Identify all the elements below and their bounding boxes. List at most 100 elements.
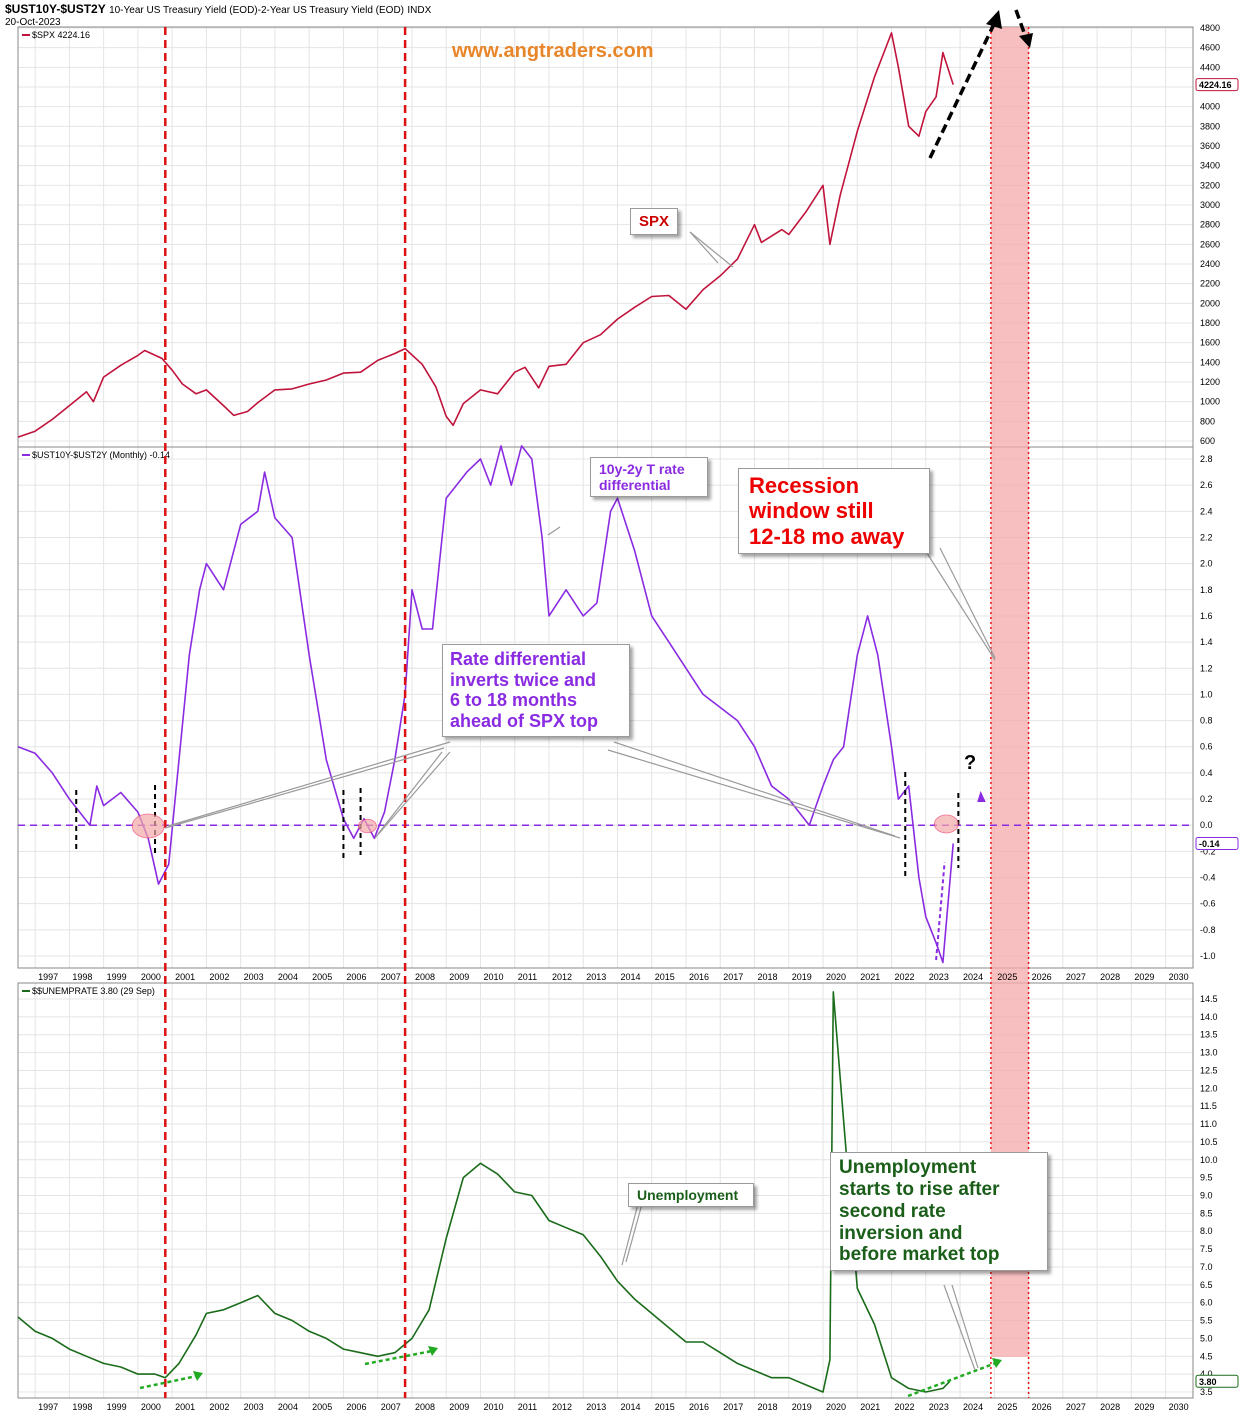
unemployment-note-callout: Unemployment starts to rise after second… xyxy=(830,1152,1048,1272)
y-tick-label: 2.4 xyxy=(1200,506,1213,516)
series-line xyxy=(17,32,954,438)
x-tick-label: 2020 xyxy=(826,1402,846,1412)
spx-projection-up-arrow xyxy=(928,21,997,159)
y-tick-label: 1.0 xyxy=(1200,689,1213,699)
x-tick-label: 2003 xyxy=(244,972,264,982)
y-tick-label: 14.0 xyxy=(1200,1012,1218,1022)
y-tick-label: -0.4 xyxy=(1200,873,1216,883)
y-tick-label: 4800 xyxy=(1200,23,1220,33)
callout-pointer xyxy=(951,1284,979,1369)
x-tick-label: 2027 xyxy=(1066,972,1086,982)
x-tick-label: 2024 xyxy=(963,972,983,982)
x-tick-label: 2013 xyxy=(586,1402,606,1412)
x-tick-label: 2006 xyxy=(346,972,366,982)
y-tick-label: 0.8 xyxy=(1200,716,1213,726)
x-tick-label: 2027 xyxy=(1066,1402,1086,1412)
x-tick-label: 2023 xyxy=(929,1402,949,1412)
y-tick-label: -0.6 xyxy=(1200,899,1216,909)
unemployment-rise-arrow xyxy=(907,1361,997,1398)
panel-legend-text: $UST10Y-$UST2Y (Monthly) -0.14 xyxy=(32,450,170,460)
x-tick-label: 2011 xyxy=(518,972,537,982)
callout-pointer xyxy=(547,526,561,536)
unemployment-callout: Unemployment xyxy=(628,1183,754,1208)
y-tick-label: 7.5 xyxy=(1200,1244,1213,1254)
y-tick-label: 9.0 xyxy=(1200,1191,1213,1201)
y-tick-label: 3000 xyxy=(1200,200,1220,210)
y-tick-label: 8.0 xyxy=(1200,1226,1213,1236)
chart-description: 10-Year US Treasury Yield (EOD)-2-Year U… xyxy=(109,5,404,16)
x-tick-label: 2000 xyxy=(141,1402,161,1412)
x-tick-label: 2026 xyxy=(1032,972,1052,982)
y-tick-label: 4400 xyxy=(1200,62,1220,72)
series-line xyxy=(17,445,954,964)
axis-layer: 600 800 1000 1200 1400 1600 1800 2000 2200 2400 26… xyxy=(22,23,1239,1412)
y-tick-label: 14.5 xyxy=(1200,994,1218,1004)
y-tick-label: 7.0 xyxy=(1200,1262,1213,1272)
question-mark: ? xyxy=(964,752,977,774)
x-tick-label: 2007 xyxy=(381,972,401,982)
y-tick-label: 5.0 xyxy=(1200,1333,1213,1343)
y-tick-label: 1.6 xyxy=(1200,611,1213,621)
x-tick-label: 2003 xyxy=(244,1402,264,1412)
x-tick-label: 1999 xyxy=(107,972,127,982)
x-tick-label: 2002 xyxy=(209,972,229,982)
y-tick-label: 1.4 xyxy=(1200,637,1213,647)
x-tick-label: 2029 xyxy=(1134,1402,1154,1412)
spx-up-arrowhead-icon xyxy=(986,10,1002,29)
y-tick-label: 4000 xyxy=(1200,102,1220,112)
y-tick-label: 4.5 xyxy=(1200,1351,1213,1361)
y-tick-label: 2800 xyxy=(1200,220,1220,230)
decoration-layer xyxy=(18,9,1193,1398)
x-tick-label: 2028 xyxy=(1100,972,1120,982)
frame-layer xyxy=(17,26,1194,1399)
last-value-label: 3.80 xyxy=(1199,1377,1217,1387)
x-tick-label: 2013 xyxy=(586,972,606,982)
y-tick-label: 1800 xyxy=(1200,318,1220,328)
series-line xyxy=(17,991,951,1393)
callout-pointer xyxy=(625,1203,643,1263)
x-tick-label: 2012 xyxy=(552,972,572,982)
x-tick-label: 2022 xyxy=(895,972,915,982)
y-tick-label: 10.0 xyxy=(1200,1155,1218,1165)
y-tick-label: 6.5 xyxy=(1200,1280,1213,1290)
x-tick-label: 2014 xyxy=(620,1402,640,1412)
x-tick-label: 2022 xyxy=(895,1402,915,1412)
x-tick-label: 2018 xyxy=(758,1402,778,1412)
y-tick-label: 1200 xyxy=(1200,377,1220,387)
y-tick-label: 3400 xyxy=(1200,161,1220,171)
last-value-label: 4224.16 xyxy=(1199,80,1232,90)
last-value-box xyxy=(1195,78,1239,92)
x-tick-label: 2023 xyxy=(929,972,949,982)
x-tick-label: 2006 xyxy=(346,1402,366,1412)
x-tick-label: 2030 xyxy=(1169,972,1189,982)
x-tick-label: 2008 xyxy=(415,1402,435,1412)
y-tick-label: 11.5 xyxy=(1200,1101,1217,1111)
y-tick-label: 600 xyxy=(1200,436,1215,446)
x-tick-label: 2026 xyxy=(1032,1402,1052,1412)
y-tick-label: -0.2 xyxy=(1200,846,1216,856)
y-tick-label: 0.4 xyxy=(1200,768,1213,778)
callout-pointer xyxy=(607,749,901,839)
y-tick-label: 12.0 xyxy=(1200,1083,1218,1093)
spread-projection-dash xyxy=(935,861,946,961)
panel-legend-text: $SPX 4224.16 xyxy=(32,30,90,40)
x-tick-label: 2028 xyxy=(1100,1402,1120,1412)
x-tick-label: 1999 xyxy=(107,1402,127,1412)
inversion-highlight-circle xyxy=(131,813,165,839)
rate-diff-callout: Rate differential inverts twice and 6 to… xyxy=(442,644,630,737)
x-tick-label: 2018 xyxy=(758,972,778,982)
y-tick-label: 5.5 xyxy=(1200,1316,1213,1326)
y-tick-label: 1600 xyxy=(1200,338,1220,348)
x-tick-label: 2024 xyxy=(963,1402,983,1412)
y-tick-label: 9.5 xyxy=(1200,1173,1213,1183)
spx-callout: SPX xyxy=(630,208,679,236)
chart-exchange: INDX xyxy=(407,5,432,16)
recession-callout: Recession window still 12-18 mo away xyxy=(738,468,930,554)
x-tick-label: 1998 xyxy=(72,972,92,982)
x-tick-label: 2019 xyxy=(792,972,812,982)
x-tick-label: 2015 xyxy=(655,972,675,982)
last-value-label: -0.14 xyxy=(1199,839,1220,849)
x-tick-label: 2019 xyxy=(792,1402,812,1412)
y-tick-label: 1.2 xyxy=(1200,663,1213,673)
x-tick-label: 2010 xyxy=(483,1402,503,1412)
